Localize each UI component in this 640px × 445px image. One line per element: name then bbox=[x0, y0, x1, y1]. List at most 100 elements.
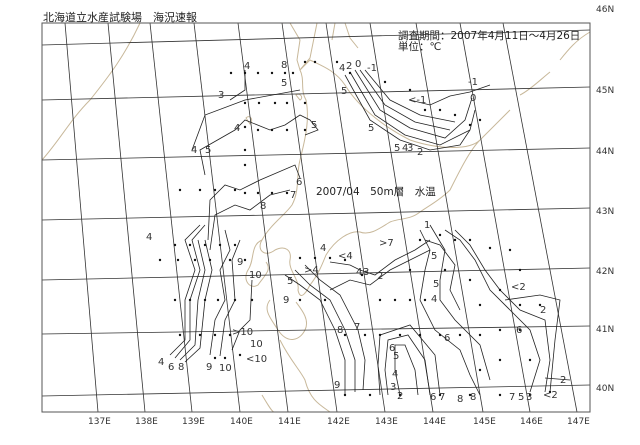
contour-label: 8 bbox=[178, 362, 184, 373]
station-dot bbox=[383, 80, 387, 84]
contour-label: 4 bbox=[191, 145, 197, 156]
station-dot bbox=[291, 71, 295, 75]
station-dot bbox=[498, 358, 502, 362]
contour-label: 0 bbox=[355, 59, 361, 70]
station-dot bbox=[283, 71, 287, 75]
station-dot bbox=[378, 298, 382, 302]
station-dot bbox=[213, 333, 217, 337]
station-dot bbox=[518, 303, 522, 307]
contour-label: 3 bbox=[363, 267, 369, 278]
contour-label: 10 bbox=[250, 339, 263, 350]
station-dot bbox=[538, 303, 542, 307]
contour-label: 2 bbox=[540, 305, 546, 316]
station-dot bbox=[238, 353, 242, 357]
isotherm bbox=[207, 164, 301, 241]
station-dot bbox=[328, 256, 332, 260]
contour-label: 6 bbox=[296, 177, 302, 188]
survey-period-text: 調査期間：2007年4月11日～4月26日 bbox=[398, 30, 581, 42]
station-dot bbox=[418, 333, 422, 337]
isotherm bbox=[294, 269, 356, 392]
latitude-line bbox=[41, 29, 591, 46]
contour-label: 10 bbox=[249, 270, 262, 281]
contour-label: 8 bbox=[281, 60, 287, 71]
isotherm bbox=[329, 249, 431, 291]
isotherm bbox=[444, 229, 541, 393]
station-dot bbox=[438, 393, 442, 397]
contour-label: 4 bbox=[356, 267, 362, 278]
contour-label: 4 bbox=[320, 243, 326, 254]
contour-label: 5 bbox=[394, 143, 400, 154]
station-dot bbox=[508, 248, 512, 252]
contour-label: 5 bbox=[287, 276, 293, 287]
isotherm bbox=[354, 69, 473, 139]
station-dot bbox=[335, 60, 339, 64]
station-dot bbox=[398, 393, 402, 397]
contour-label: 6 bbox=[168, 362, 174, 373]
isotherm bbox=[454, 229, 551, 393]
station-dot bbox=[203, 243, 207, 247]
coastline-russia bbox=[41, 22, 141, 161]
coastline bbox=[41, 22, 591, 413]
longitude-label: 142E bbox=[327, 417, 350, 427]
longitude-line bbox=[325, 22, 386, 413]
isotherm bbox=[284, 274, 346, 395]
contour-label: 7 bbox=[354, 322, 360, 333]
station-dot bbox=[193, 258, 197, 262]
isotherm bbox=[179, 239, 206, 361]
station-dot bbox=[368, 393, 372, 397]
station-dot bbox=[188, 298, 192, 302]
longitude-line bbox=[149, 22, 193, 413]
station-dot bbox=[298, 256, 302, 260]
contour-label: 4 bbox=[146, 232, 152, 243]
station-dot bbox=[498, 288, 502, 292]
station-dot bbox=[198, 188, 202, 192]
longitude-label: 143E bbox=[375, 417, 398, 427]
isotherm bbox=[229, 70, 246, 101]
contour-label: 3 bbox=[526, 392, 532, 403]
contour-label: 2 bbox=[346, 61, 352, 72]
station-dot bbox=[423, 298, 427, 302]
station-dot bbox=[468, 393, 472, 397]
contour-label: 5 bbox=[311, 120, 317, 131]
longitude-label: 145E bbox=[473, 417, 496, 427]
contour-label: 10 bbox=[219, 363, 232, 374]
latitude-label: 45N bbox=[596, 86, 614, 96]
station-dot bbox=[393, 298, 397, 302]
station-dot bbox=[363, 333, 367, 337]
contour-label: 6 bbox=[389, 343, 395, 354]
contour-label: 6 bbox=[516, 325, 522, 336]
longitude-line bbox=[281, 22, 338, 413]
station-dot bbox=[458, 333, 462, 337]
contour-label: 3 bbox=[390, 382, 396, 393]
contour-label: 9 bbox=[283, 295, 289, 306]
contour-label: 4 bbox=[431, 294, 437, 305]
station-dot bbox=[378, 333, 382, 337]
longitude-label: 139E bbox=[182, 417, 205, 427]
latitude-label: 42N bbox=[596, 267, 614, 277]
longitude-line bbox=[415, 22, 484, 413]
isotherm bbox=[191, 89, 301, 151]
contour-label: -1 bbox=[367, 63, 377, 74]
contour-label: 8 bbox=[260, 201, 266, 212]
isotherm bbox=[424, 239, 461, 311]
contour-label: 4 bbox=[234, 123, 240, 134]
coastline-rebun bbox=[245, 93, 303, 125]
station-dot bbox=[313, 256, 317, 260]
station-dot bbox=[298, 298, 302, 302]
station-dot bbox=[173, 298, 177, 302]
longitude-label: 147E bbox=[567, 417, 590, 427]
contour-label: 5 bbox=[393, 351, 399, 362]
station-dot bbox=[313, 60, 317, 64]
latitude-line bbox=[41, 325, 591, 335]
station-dot bbox=[243, 101, 247, 105]
station-dot bbox=[270, 128, 274, 132]
contour-label: 5 bbox=[368, 123, 374, 134]
contour-label: 5 bbox=[431, 251, 437, 262]
station-dot bbox=[243, 71, 247, 75]
contour-label: 5 bbox=[281, 78, 287, 89]
station-dot bbox=[228, 258, 232, 262]
station-dot bbox=[256, 128, 260, 132]
station-dot bbox=[478, 303, 482, 307]
contour-label: 6 bbox=[444, 333, 450, 344]
station-dot bbox=[468, 123, 472, 127]
